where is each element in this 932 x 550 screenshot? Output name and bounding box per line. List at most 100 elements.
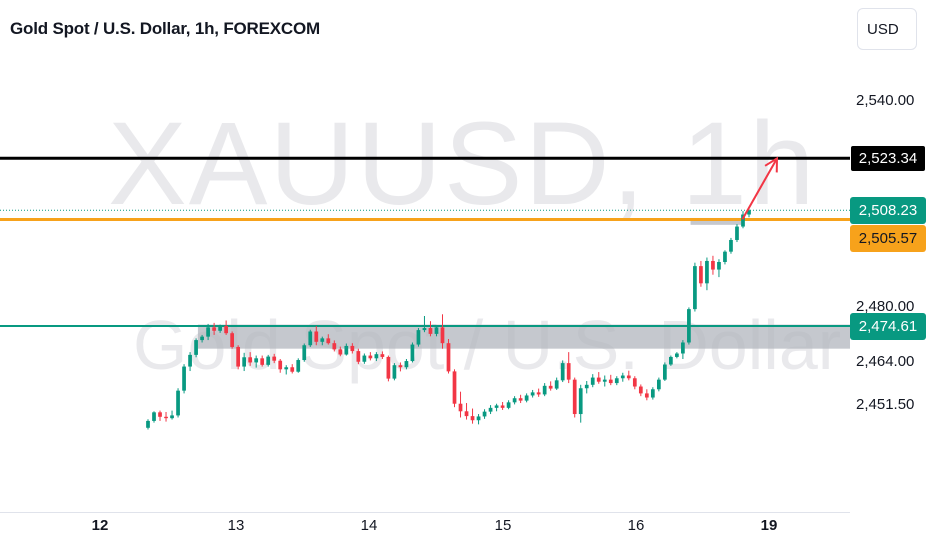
- candle-body: [687, 309, 691, 343]
- resistance-target-price-tag: 2,523.34: [850, 145, 926, 173]
- candle-body: [482, 411, 487, 417]
- candle-body: [356, 351, 361, 362]
- currency-button[interactable]: USD: [857, 8, 917, 50]
- candle-body: [296, 360, 301, 372]
- candle-body: [260, 358, 265, 365]
- candle-body: [614, 378, 619, 384]
- candle-body: [566, 363, 571, 380]
- candle-body: [650, 389, 655, 398]
- candle-body: [723, 251, 727, 262]
- candle-body: [248, 357, 253, 363]
- chart-title: Gold Spot / U.S. Dollar, 1h, FOREXCOM: [10, 19, 320, 38]
- candle-body: [662, 364, 667, 380]
- candle-body: [644, 393, 649, 398]
- candle-body: [506, 402, 511, 408]
- projection-arrow: [741, 157, 778, 220]
- y-tick-label: 2,480.00: [856, 298, 915, 316]
- candle-body: [266, 356, 271, 365]
- candle-body: [350, 345, 355, 352]
- candle-body: [711, 260, 715, 270]
- candle-body: [206, 327, 210, 337]
- candle-body: [236, 346, 241, 367]
- x-tick-label: 15: [494, 517, 512, 534]
- candle-body: [656, 379, 661, 390]
- candle-body: [254, 358, 259, 363]
- candle-body: [212, 327, 216, 331]
- candle-body: [218, 325, 222, 331]
- candle-body: [735, 226, 739, 240]
- candle-body: [681, 342, 685, 354]
- candle-body: [669, 356, 673, 365]
- candle-body: [314, 331, 319, 342]
- candle-body: [428, 328, 433, 334]
- candle-body: [632, 378, 637, 387]
- candle-body: [602, 379, 607, 382]
- candle-body: [518, 398, 523, 401]
- candle-body: [717, 261, 721, 270]
- candle-body: [452, 371, 457, 404]
- plot-area[interactable]: XAUUSD, 1h Gold Spot / U.S. Dollar: [0, 0, 850, 512]
- last-price-price-tag: 2,508.23: [850, 197, 926, 225]
- projection-arrow-head: [764, 156, 779, 173]
- y-tick-label: 2,464.00: [856, 353, 915, 371]
- candle-body: [398, 365, 403, 368]
- candle-body: [308, 331, 313, 346]
- candle-body: [560, 363, 565, 381]
- breakout-level-price-tag: 2,505.57: [850, 225, 926, 253]
- candle-body: [458, 403, 463, 412]
- candle-body: [494, 405, 499, 408]
- candle-body: [362, 355, 367, 362]
- candle-body: [699, 266, 703, 284]
- candle-body: [554, 380, 559, 389]
- candle-body: [675, 353, 679, 357]
- candle-body: [500, 405, 505, 408]
- chart-canvas: [0, 156, 850, 430]
- candle-body: [596, 377, 601, 382]
- retest-zone: [690, 217, 743, 225]
- x-tick-label: 16: [627, 517, 645, 534]
- candle-body: [693, 266, 697, 310]
- candle-body: [536, 392, 541, 395]
- candle-body: [542, 385, 547, 395]
- consolidation-zone: [197, 324, 850, 349]
- candle-body: [242, 357, 247, 367]
- x-tick-label: 19: [760, 517, 778, 534]
- candle-body: [608, 379, 613, 384]
- candle-body: [152, 412, 156, 421]
- time-axis-line: [0, 512, 850, 513]
- candle-body: [416, 330, 421, 345]
- candle-body: [344, 345, 349, 355]
- candle-body: [464, 411, 469, 417]
- support-level-price-tag: 2,474.61: [850, 312, 926, 340]
- candle-body: [741, 214, 745, 227]
- candle-body: [374, 354, 379, 359]
- candle-body: [278, 360, 283, 370]
- candle-body: [224, 325, 228, 334]
- candle-body: [434, 327, 439, 334]
- candle-body: [548, 385, 553, 389]
- candle-body: [747, 210, 751, 215]
- candle-body: [290, 367, 295, 372]
- candle-body: [404, 361, 409, 368]
- candle-body: [578, 388, 583, 415]
- y-tick-label: 2,451.50: [856, 396, 915, 414]
- candle-body: [230, 333, 235, 347]
- candle-body: [158, 412, 162, 417]
- candle-body: [272, 356, 277, 361]
- candle-body: [200, 336, 204, 341]
- candle-body: [302, 345, 307, 361]
- candle-body: [194, 340, 198, 355]
- candle-body: [470, 416, 475, 421]
- candle-body: [476, 416, 481, 421]
- candle-body: [524, 395, 529, 401]
- candle-body: [320, 338, 325, 342]
- candle-body: [620, 375, 625, 379]
- candle-body: [446, 343, 451, 372]
- candle-body: [146, 420, 150, 428]
- candle-body: [705, 260, 709, 284]
- candle-body: [284, 367, 289, 370]
- candle-body: [729, 239, 733, 252]
- candle-body: [488, 407, 493, 412]
- candle-body: [572, 379, 577, 415]
